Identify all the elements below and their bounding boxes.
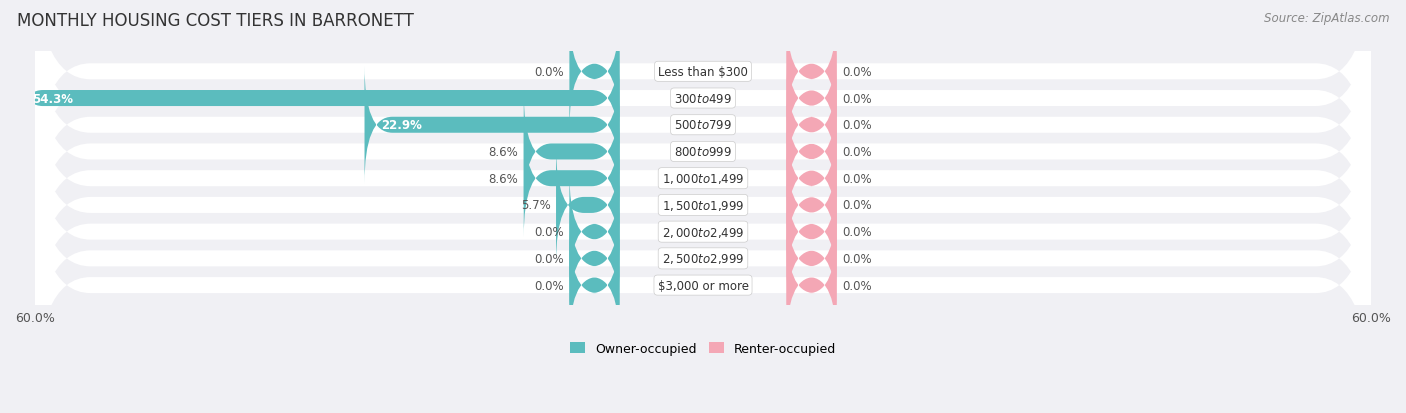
FancyBboxPatch shape — [35, 0, 1371, 251]
FancyBboxPatch shape — [786, 227, 837, 344]
FancyBboxPatch shape — [35, 0, 1371, 224]
FancyBboxPatch shape — [15, 40, 620, 157]
Text: $2,500 to $2,999: $2,500 to $2,999 — [662, 252, 744, 266]
FancyBboxPatch shape — [35, 107, 1371, 357]
Text: Source: ZipAtlas.com: Source: ZipAtlas.com — [1264, 12, 1389, 25]
Text: 8.6%: 8.6% — [488, 172, 519, 185]
FancyBboxPatch shape — [35, 160, 1371, 411]
Text: 5.7%: 5.7% — [520, 199, 551, 212]
FancyBboxPatch shape — [524, 93, 620, 211]
Text: 22.9%: 22.9% — [381, 119, 422, 132]
Text: 0.0%: 0.0% — [842, 279, 872, 292]
FancyBboxPatch shape — [786, 14, 837, 131]
Text: 0.0%: 0.0% — [534, 252, 564, 265]
FancyBboxPatch shape — [786, 147, 837, 264]
Text: $1,500 to $1,999: $1,500 to $1,999 — [662, 198, 744, 212]
FancyBboxPatch shape — [555, 147, 620, 264]
Text: 0.0%: 0.0% — [842, 252, 872, 265]
FancyBboxPatch shape — [35, 53, 1371, 304]
Text: $2,000 to $2,499: $2,000 to $2,499 — [662, 225, 744, 239]
Text: 0.0%: 0.0% — [842, 119, 872, 132]
FancyBboxPatch shape — [35, 80, 1371, 331]
FancyBboxPatch shape — [524, 120, 620, 237]
Text: 0.0%: 0.0% — [842, 199, 872, 212]
Text: 0.0%: 0.0% — [842, 172, 872, 185]
FancyBboxPatch shape — [35, 0, 1371, 197]
FancyBboxPatch shape — [786, 173, 837, 291]
FancyBboxPatch shape — [786, 93, 837, 211]
FancyBboxPatch shape — [786, 40, 837, 157]
FancyBboxPatch shape — [569, 200, 620, 318]
FancyBboxPatch shape — [364, 67, 620, 184]
Text: 8.6%: 8.6% — [488, 146, 519, 159]
Text: 0.0%: 0.0% — [842, 225, 872, 239]
Text: MONTHLY HOUSING COST TIERS IN BARRONETT: MONTHLY HOUSING COST TIERS IN BARRONETT — [17, 12, 413, 30]
Text: 0.0%: 0.0% — [842, 66, 872, 78]
Text: $3,000 or more: $3,000 or more — [658, 279, 748, 292]
Text: $800 to $999: $800 to $999 — [673, 146, 733, 159]
Text: 54.3%: 54.3% — [31, 92, 73, 105]
Text: 0.0%: 0.0% — [534, 225, 564, 239]
FancyBboxPatch shape — [569, 14, 620, 131]
Text: $300 to $499: $300 to $499 — [673, 92, 733, 105]
FancyBboxPatch shape — [786, 120, 837, 237]
FancyBboxPatch shape — [569, 227, 620, 344]
FancyBboxPatch shape — [35, 27, 1371, 278]
Text: 0.0%: 0.0% — [842, 92, 872, 105]
Text: 0.0%: 0.0% — [534, 279, 564, 292]
FancyBboxPatch shape — [786, 200, 837, 318]
Text: 0.0%: 0.0% — [534, 66, 564, 78]
Text: $1,000 to $1,499: $1,000 to $1,499 — [662, 172, 744, 186]
Text: $500 to $799: $500 to $799 — [673, 119, 733, 132]
FancyBboxPatch shape — [569, 173, 620, 291]
Text: Less than $300: Less than $300 — [658, 66, 748, 78]
Legend: Owner-occupied, Renter-occupied: Owner-occupied, Renter-occupied — [569, 342, 837, 355]
FancyBboxPatch shape — [786, 67, 837, 184]
FancyBboxPatch shape — [35, 133, 1371, 384]
Text: 0.0%: 0.0% — [842, 146, 872, 159]
